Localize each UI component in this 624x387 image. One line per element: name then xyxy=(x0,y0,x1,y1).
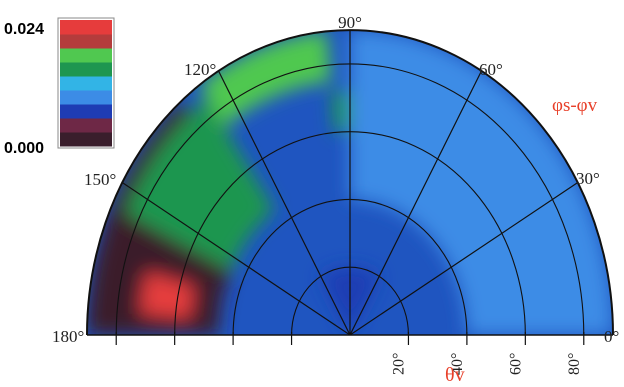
angular-tick-label: 90° xyxy=(338,13,362,32)
heat-region xyxy=(199,31,331,127)
spoke-line xyxy=(217,70,351,336)
range-ring xyxy=(115,63,585,336)
colorbar-band xyxy=(60,62,112,77)
heat-region xyxy=(124,99,275,271)
range-ring xyxy=(291,267,409,336)
colorbar-bands xyxy=(60,20,112,147)
colorbar-band xyxy=(60,20,112,35)
radial-tick-label: 80° xyxy=(566,353,583,375)
colorbar-band xyxy=(60,104,112,119)
angular-tick-label: 60° xyxy=(479,60,503,79)
colorbar-band xyxy=(60,34,112,49)
colorbar-band xyxy=(60,76,112,91)
radial-tick-label: 40° xyxy=(449,353,466,375)
colorbar-max-label: 0.024 xyxy=(4,21,44,38)
angular-tick-label: 0° xyxy=(604,327,619,346)
colorbar: 0.024 0.000 xyxy=(4,17,115,157)
spoke-line xyxy=(349,70,483,336)
radial-axis-label: θv xyxy=(445,364,465,386)
range-ring xyxy=(174,131,526,336)
heat-region xyxy=(350,30,613,335)
colorbar-band xyxy=(60,48,112,63)
plot-area xyxy=(86,29,614,345)
spoke-line xyxy=(349,182,579,336)
angular-tick-label: 30° xyxy=(576,169,600,188)
angular-axis-label: φs-φv xyxy=(552,95,598,116)
outer-rim xyxy=(86,29,614,336)
spoke-line xyxy=(121,182,351,336)
angular-ticks: 180° 150° 120° 90° 60° 30° 0° xyxy=(52,13,619,346)
range-ring xyxy=(232,198,468,336)
colorbar-band xyxy=(60,118,112,133)
colorbar-min-label: 0.000 xyxy=(4,140,44,157)
colorbar-band xyxy=(60,132,112,147)
radial-tick-label: 60° xyxy=(507,353,524,375)
colorbar-band xyxy=(60,90,112,105)
radial-tick-label: 20° xyxy=(390,353,407,375)
grid-lines xyxy=(115,30,585,345)
angular-tick-label: 120° xyxy=(184,60,216,79)
angular-tick-label: 180° xyxy=(52,327,84,346)
angular-tick-label: 150° xyxy=(84,170,116,189)
radial-ticks: 20° 40° 60° 80° xyxy=(390,353,582,375)
heat-region xyxy=(140,271,195,319)
